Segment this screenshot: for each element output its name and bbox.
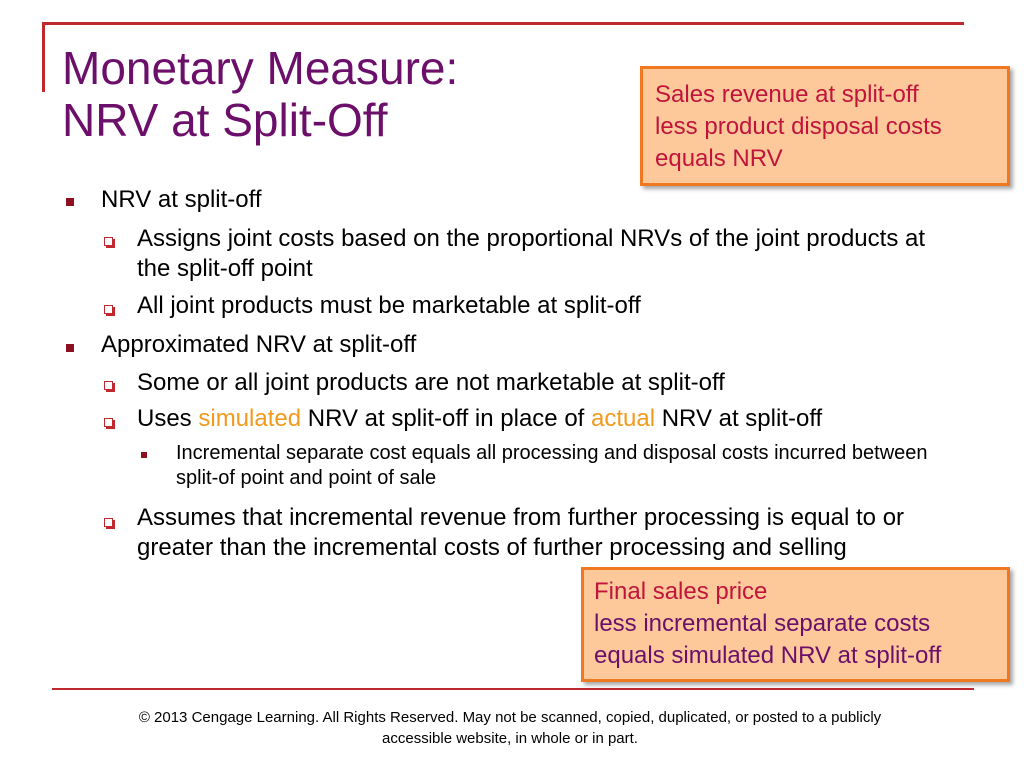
slide-title-line-2: NRV at Split-Off (62, 94, 388, 146)
slide-title: Monetary Measure: NRV at Split-Off (62, 42, 458, 146)
emphasis-simulated: simulated (198, 405, 302, 432)
sub-bullet-marker (104, 305, 113, 314)
callout-line-2: less incremental separate costs (594, 610, 931, 637)
sub-bullet-uses-simulated: Uses simulated NRV at split-off in place… (137, 404, 997, 434)
bullet-approximated-nrv: Approximated NRV at split-off (101, 331, 417, 358)
bullet-marker (66, 198, 74, 206)
emphasis-actual: actual (591, 405, 656, 432)
top-rule-horizontal (42, 22, 964, 25)
footer-rule (52, 688, 974, 690)
callout-line-3: equals simulated NRV at split-off (594, 642, 942, 669)
third-level-bullet-marker (141, 452, 147, 458)
callout-line-1: Sales revenue at split-off (655, 81, 919, 108)
sub-bullet-marker (104, 418, 113, 427)
slide-title-line-1: Monetary Measure: (62, 42, 459, 94)
top-left-rule-vertical (42, 22, 45, 92)
callout-line-3: equals NRV (655, 145, 783, 172)
copyright-footer: © 2013 Cengage Learning. All Rights Rese… (60, 707, 960, 749)
sub-bullet-assumes-incremental-revenue: Assumes that incremental revenue from fu… (137, 504, 905, 561)
sub-bullet-not-marketable: Some or all joint products are not marke… (137, 369, 725, 396)
footer-line-1: © 2013 Cengage Learning. All Rights Rese… (138, 709, 882, 726)
nrv-definition-callout: Sales revenue at split-off less product … (640, 66, 1010, 186)
sub-bullet-marker (104, 381, 113, 390)
text-segment: Uses (137, 405, 199, 432)
sub-bullet-marker (104, 237, 113, 246)
text-segment: NRV at split-off (655, 405, 823, 432)
callout-line-2: less product disposal costs (655, 113, 942, 140)
sub-bullet-assigns-joint-costs: Assigns joint costs based on the proport… (137, 225, 926, 282)
simulated-nrv-callout: Final sales price less incremental separ… (581, 567, 1010, 682)
third-level-incremental-separate-cost: Incremental separate cost equals all pro… (176, 442, 928, 489)
callout-line-1: Final sales price (594, 578, 768, 605)
text-segment: NRV at split-off in place of (301, 405, 591, 432)
footer-line-2: accessible website, in whole or in part. (382, 730, 638, 747)
sub-bullet-marker (104, 518, 113, 527)
sub-bullet-marketable: All joint products must be marketable at… (137, 292, 641, 319)
bullet-marker (66, 344, 74, 352)
bullet-nrv-at-split-off: NRV at split-off (101, 186, 262, 213)
